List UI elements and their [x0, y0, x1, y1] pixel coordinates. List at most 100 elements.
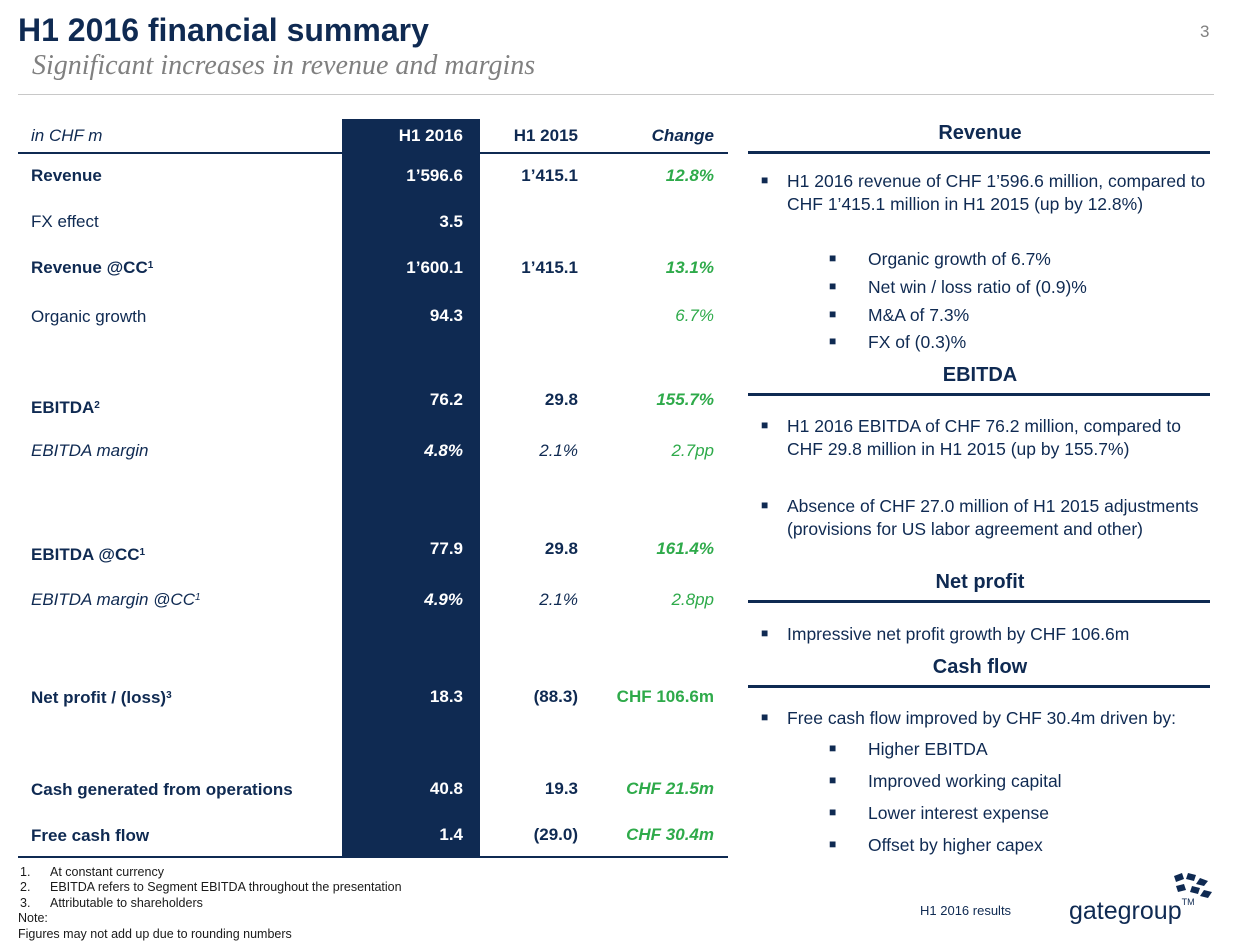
revenue-bullet: H1 2016 revenue of CHF 1’596.6 million, … — [787, 171, 1206, 214]
footnote-text: EBITDA refers to Segment EBITDA througho… — [50, 880, 402, 894]
page-number: 3 — [1200, 22, 1210, 41]
value-h1-2016: 1’596.6 — [406, 166, 463, 185]
note-label: Note: — [18, 911, 48, 925]
footnote-number: 1. — [20, 865, 31, 879]
column-header-h1-2016: H1 2016 — [398, 126, 463, 145]
net-profit-bullet: Impressive net profit growth by CHF 106.… — [787, 624, 1130, 644]
bullet-icon: ■ — [829, 279, 837, 293]
footnote-ref: 1 — [195, 592, 201, 603]
section-heading-revenue: Revenue — [938, 122, 1022, 144]
footnote-number: 3. — [20, 896, 31, 910]
value-h1-2015: 29.8 — [544, 539, 578, 558]
revenue-sub-bullet: Organic growth of 6.7% — [868, 249, 1051, 269]
h1-2016-column-highlight — [342, 119, 480, 857]
value-h1-2015: 2.1% — [539, 590, 578, 609]
ebitda-bullet: Absence of CHF 27.0 million of H1 2015 a… — [787, 496, 1199, 539]
column-header-h1-2015: H1 2015 — [513, 126, 578, 145]
value-h1-2015: 1’415.1 — [521, 166, 578, 185]
table-header-line — [18, 152, 728, 154]
section-heading-net-profit: Net profit — [935, 571, 1025, 593]
cash-flow-sub-bullet: Lower interest expense — [868, 803, 1049, 823]
footnote-text: At constant currency — [50, 865, 164, 879]
bullet-icon: ■ — [761, 710, 769, 724]
unit-label: in CHF m — [31, 126, 103, 145]
value-h1-2016: 77.9 — [429, 539, 463, 558]
revenue-sub-bullet: M&A of 7.3% — [868, 305, 970, 325]
row-label: FX effect — [31, 212, 99, 231]
value-change: 12.8% — [665, 166, 714, 185]
footnote-number: 2. — [20, 880, 31, 894]
value-h1-2015: (88.3) — [533, 687, 578, 706]
cash-flow-sub-bullet: Offset by higher capex — [868, 835, 1043, 855]
value-h1-2016: 4.9% — [424, 590, 463, 609]
note-text: Figures may not add up due to rounding n… — [18, 927, 292, 941]
section-heading-cash-flow: Cash flow — [932, 656, 1028, 678]
header-divider — [18, 94, 1214, 95]
value-change: CHF 21.5m — [626, 779, 714, 798]
bullet-icon: ■ — [829, 773, 837, 787]
row-label: Net profit / (loss)3 — [31, 688, 172, 707]
bullet-icon: ■ — [761, 173, 769, 187]
value-h1-2016: 94.3 — [429, 306, 463, 325]
value-change: 6.7% — [675, 306, 714, 325]
ebitda-bullet: H1 2016 EBITDA of CHF 76.2 million, comp… — [787, 416, 1181, 459]
section-divider — [748, 685, 1210, 688]
value-h1-2015: (29.0) — [533, 825, 578, 844]
value-h1-2016: 3.5 — [439, 212, 463, 231]
value-change: CHF 106.6m — [616, 687, 714, 706]
value-h1-2015: 29.8 — [544, 390, 578, 409]
row-label: Cash generated from operations — [31, 780, 293, 799]
value-h1-2016: 4.8% — [424, 441, 463, 460]
bullet-icon: ■ — [829, 334, 837, 348]
value-h1-2015: 2.1% — [539, 441, 578, 460]
footnote-ref: 1 — [147, 260, 154, 271]
footnote-text: Attributable to shareholders — [50, 896, 203, 910]
revenue-sub-bullet: Net win / loss ratio of (0.9)% — [868, 277, 1087, 297]
value-h1-2016: 1’600.1 — [406, 258, 463, 277]
value-change: CHF 30.4m — [626, 825, 714, 844]
document-label: H1 2016 results — [920, 903, 1012, 918]
cash-flow-sub-bullet: Higher EBITDA — [868, 739, 988, 759]
value-change: 161.4% — [656, 539, 714, 558]
revenue-sub-bullet: FX of (0.3)% — [868, 332, 967, 352]
footnote-ref: 2 — [94, 400, 100, 411]
section-divider — [748, 393, 1210, 396]
row-label: Organic growth — [31, 307, 147, 326]
row-label: EBITDA margin — [31, 441, 149, 460]
bullet-icon: ■ — [761, 418, 769, 432]
column-header-change: Change — [651, 126, 714, 145]
value-change: 2.8pp — [671, 590, 714, 609]
gategroup-logo: gategroupTM — [1069, 897, 1195, 925]
footnote-ref: 3 — [166, 690, 172, 701]
value-h1-2016: 76.2 — [429, 390, 463, 409]
table-bottom-line — [18, 856, 728, 858]
bullet-icon: ■ — [829, 741, 837, 755]
row-label: Revenue — [31, 166, 102, 185]
value-h1-2015: 1’415.1 — [521, 258, 578, 277]
row-label: EBITDA margin @CC1 — [31, 590, 201, 609]
value-change: 13.1% — [665, 258, 714, 277]
gategroup-logo-icon — [1174, 873, 1212, 898]
row-label: EBITDA @CC1 — [31, 545, 146, 564]
section-divider — [748, 151, 1210, 154]
row-label: Free cash flow — [31, 826, 150, 845]
value-change: 155.7% — [656, 390, 714, 409]
section-heading-ebitda: EBITDA — [942, 364, 1018, 386]
bullet-icon: ■ — [829, 805, 837, 819]
section-divider — [748, 600, 1210, 603]
bullet-icon: ■ — [829, 251, 837, 265]
value-change: 2.7pp — [671, 441, 714, 460]
value-h1-2016: 18.3 — [429, 687, 463, 706]
footnote-ref: 1 — [139, 547, 146, 558]
row-label: EBITDA2 — [31, 398, 100, 417]
cash-flow-sub-bullet: Improved working capital — [868, 771, 1062, 791]
value-h1-2015: 19.3 — [544, 779, 578, 798]
page-subtitle: Significant increases in revenue and mar… — [32, 50, 536, 81]
value-h1-2016: 40.8 — [429, 779, 463, 798]
page-title: H1 2016 financial summary — [18, 12, 429, 48]
bullet-icon: ■ — [829, 307, 837, 321]
cash-flow-bullet: Free cash flow improved by CHF 30.4m dri… — [787, 708, 1177, 728]
bullet-icon: ■ — [829, 837, 837, 851]
bullet-icon: ■ — [761, 626, 769, 640]
bullet-icon: ■ — [761, 498, 769, 512]
